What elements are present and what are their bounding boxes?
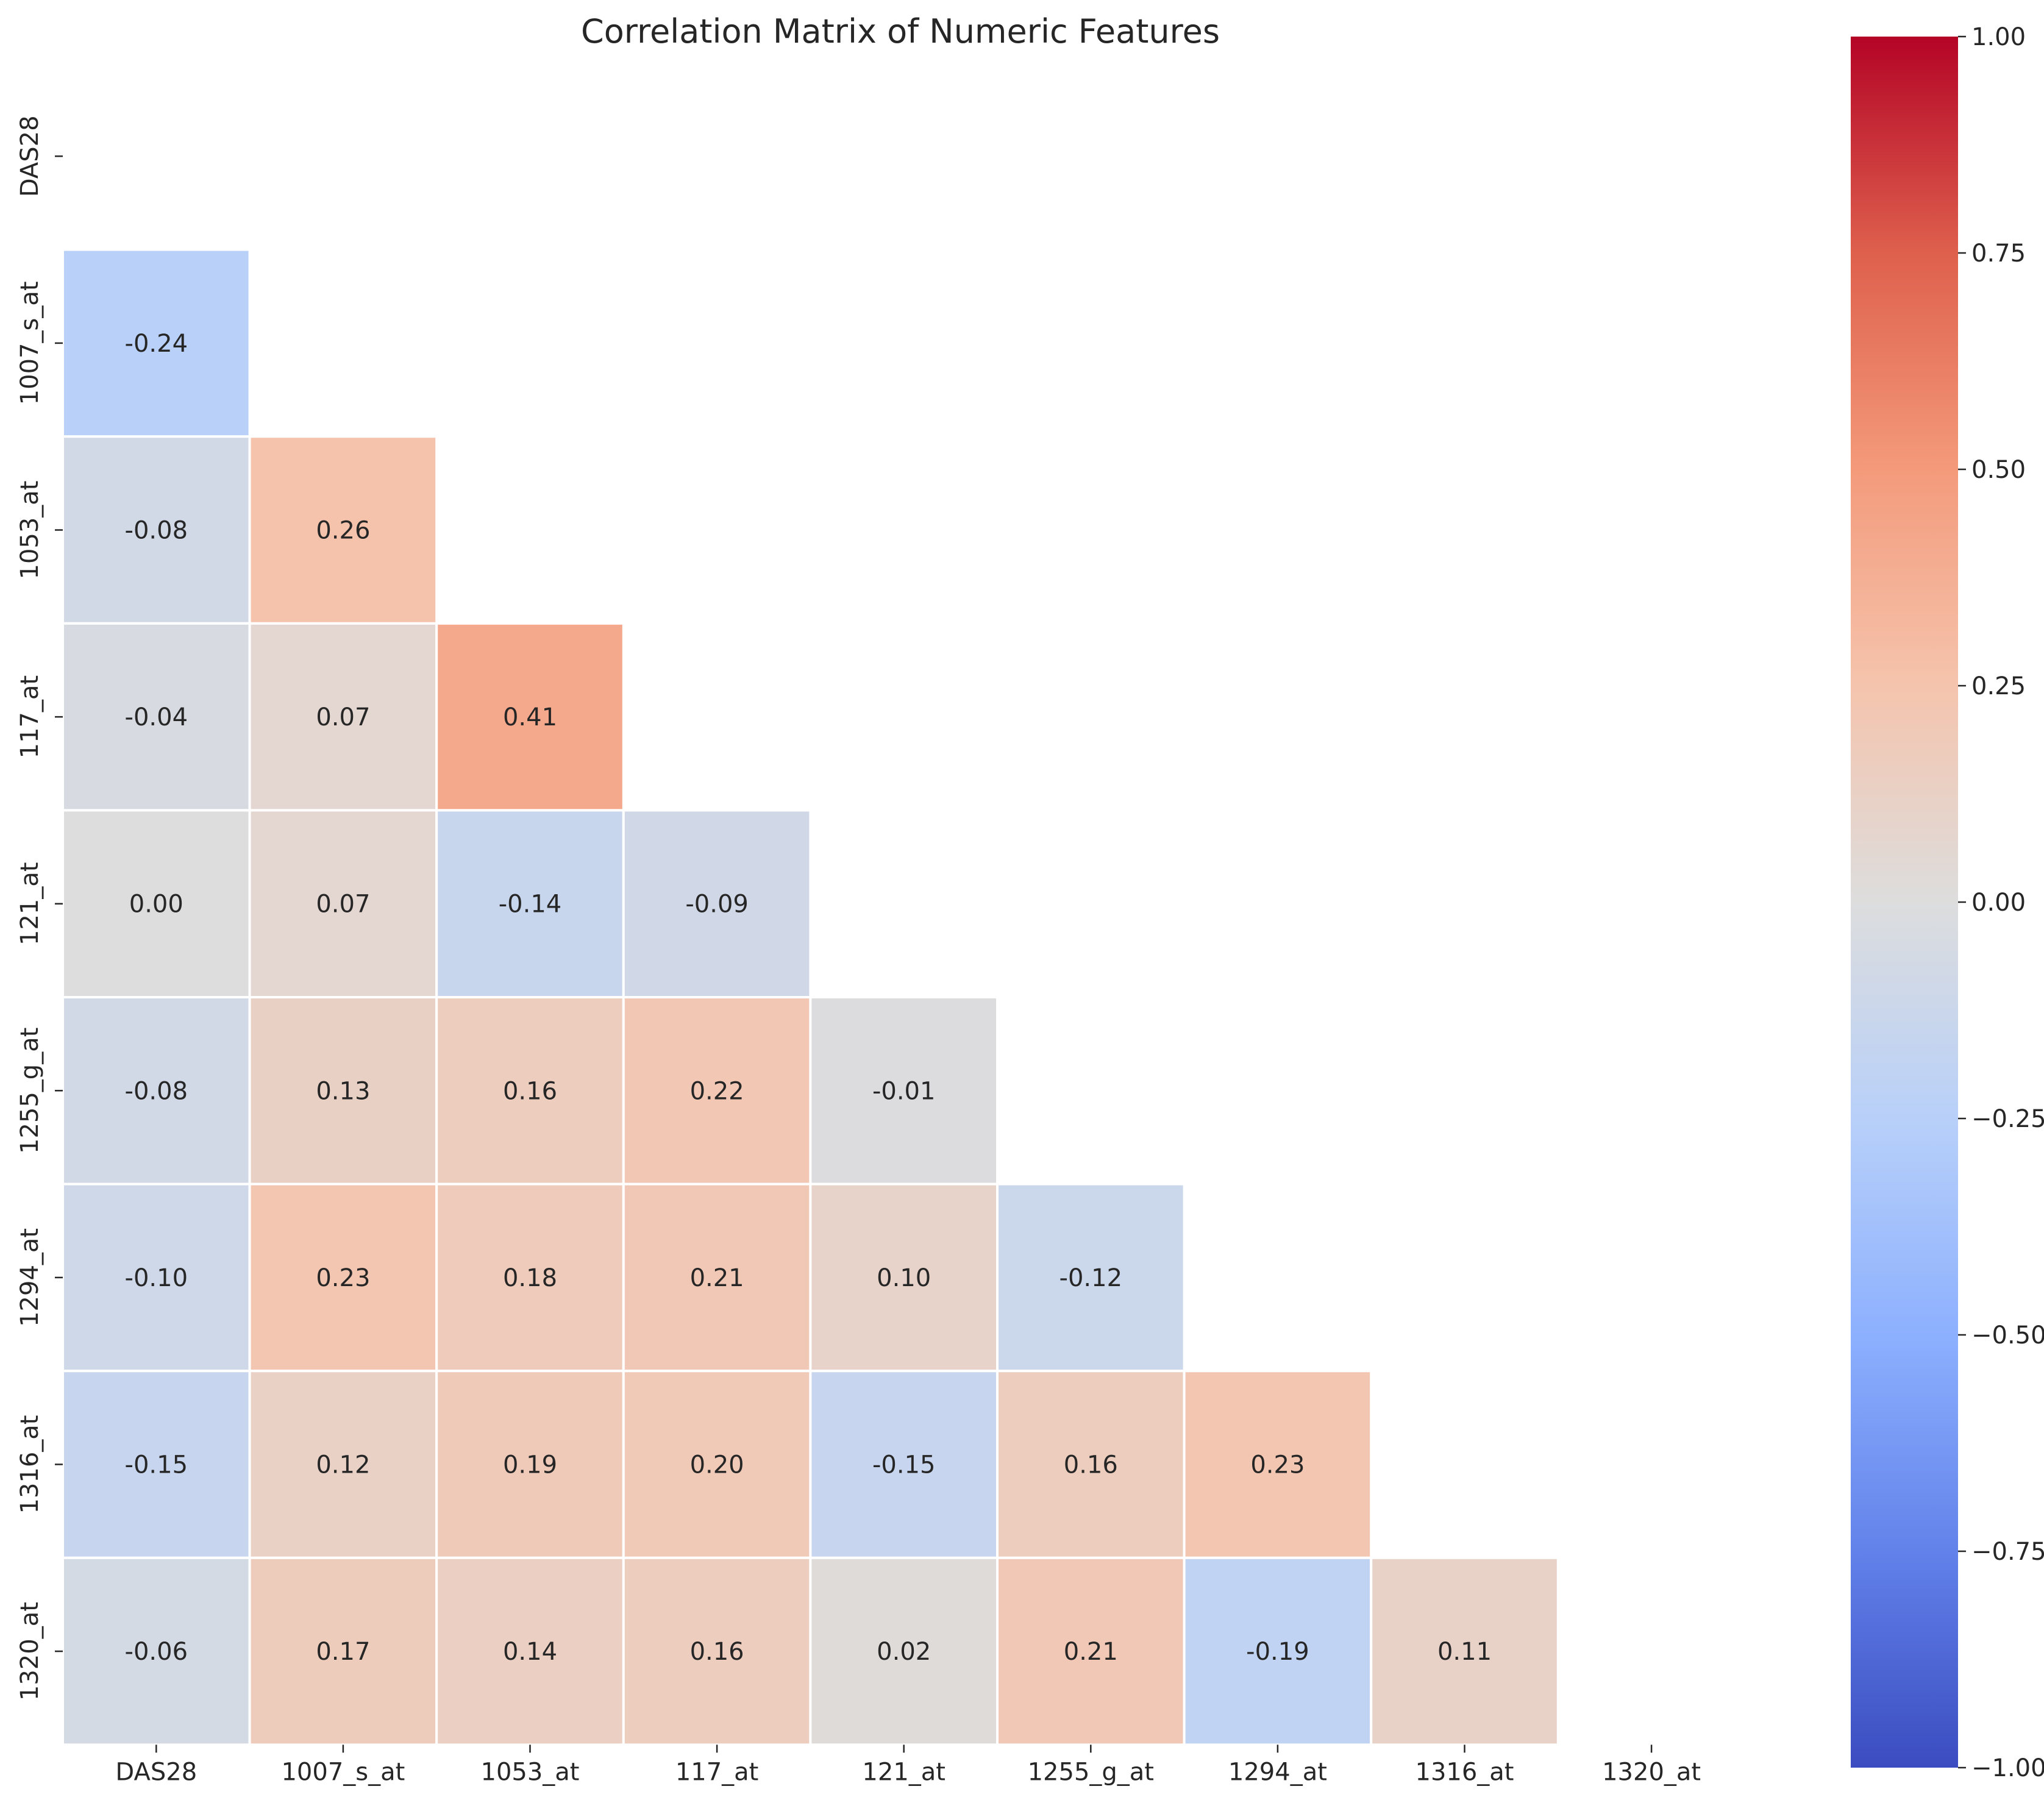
- cell-value-label: 0.16: [1064, 1451, 1118, 1479]
- cell-value-label: 0.10: [877, 1264, 931, 1292]
- heatmap-cell: [622, 1370, 812, 1559]
- heatmap-cell: [1183, 1370, 1373, 1559]
- cell-value-label: 0.21: [690, 1264, 744, 1292]
- cell-value-label: -0.08: [125, 1077, 188, 1105]
- row-tick-label: 1255_g_at: [16, 1028, 44, 1154]
- column-tick-label: DAS28: [115, 1758, 197, 1786]
- cell-value-label: 0.21: [1064, 1638, 1118, 1666]
- colorbar-tick-label: 0.75: [1971, 240, 2026, 268]
- cell-value-label: -0.15: [125, 1451, 188, 1479]
- cell-value-label: 0.19: [503, 1451, 557, 1479]
- column-tick-label: 117_at: [675, 1758, 759, 1786]
- heatmap-cell: [248, 622, 438, 812]
- cell-value-label: 0.13: [316, 1077, 370, 1105]
- cell-value-label: 0.11: [1437, 1638, 1492, 1666]
- cell-value-label: 0.07: [316, 891, 370, 919]
- cell-value-label: -0.19: [1246, 1638, 1309, 1666]
- heatmap-cell: [62, 622, 251, 812]
- cell-value-label: 0.07: [316, 703, 370, 731]
- colorbar-gradient: [1851, 37, 1958, 1768]
- cell-value-label: -0.12: [1059, 1264, 1123, 1292]
- heatmap-cell: [248, 996, 438, 1186]
- column-tick-label: 1255_g_at: [1028, 1758, 1154, 1786]
- column-tick-labels: DAS28 1007_s_at 1053_at 117_at 121_at 1255_g_…: [115, 1744, 1701, 1786]
- column-tick-label: 1294_at: [1228, 1758, 1327, 1786]
- cell-value-label: 0.23: [316, 1264, 370, 1292]
- row-tick-labels: DAS28 1007_s_at 1053_at 117_at 121_at 1255_g_…: [16, 115, 63, 1701]
- cell-value-label: 0.14: [503, 1638, 557, 1666]
- row-tick-label: 117_at: [16, 675, 44, 759]
- row-tick-label: 1320_at: [16, 1602, 44, 1701]
- cell-value-label: 0.12: [316, 1451, 370, 1479]
- cell-value-label: 0.16: [503, 1077, 557, 1105]
- cell-value-label: 0.02: [877, 1638, 931, 1666]
- colorbar-tick-label: 0.00: [1971, 889, 2026, 917]
- heatmap-cell: [809, 1182, 999, 1373]
- cell-value-label: 0.23: [1250, 1451, 1305, 1479]
- colorbar-tick-label: −1.00: [1971, 1754, 2044, 1782]
- cell-value-label: -0.10: [125, 1264, 188, 1292]
- heatmap-cell: [62, 1556, 251, 1746]
- heatmap-cell: [62, 435, 251, 625]
- colorbar-tick-label: −0.50: [1971, 1321, 2044, 1350]
- cell-value-label: -0.06: [125, 1638, 188, 1666]
- cell-value-label: -0.14: [499, 891, 562, 919]
- row-tick-label: 1007_s_at: [16, 281, 44, 405]
- heatmap-cell-labels: -0.24 -0.08 0.26 -0.04 0.07 0.41 0.00 0.07 -0.14…: [125, 330, 1492, 1666]
- heatmap-cell: [435, 996, 625, 1186]
- row-tick-label: 1316_at: [16, 1415, 44, 1514]
- colorbar-tick-label: −0.25: [1971, 1105, 2044, 1133]
- column-tick-label: 1007_s_at: [281, 1758, 405, 1786]
- heatmap-cell: [996, 1370, 1186, 1559]
- row-tick-label: 1294_at: [16, 1228, 44, 1327]
- heatmap-cell: [1370, 1556, 1559, 1746]
- heatmap-cell: [62, 248, 251, 438]
- column-tick-label: 1320_at: [1602, 1758, 1701, 1786]
- colorbar-tick-label: −0.75: [1971, 1538, 2044, 1566]
- cell-value-label: -0.09: [685, 891, 749, 919]
- colorbar-tick-label: 0.50: [1971, 456, 2026, 484]
- heatmap-cell: [435, 1182, 625, 1373]
- heatmap-cell: [248, 809, 438, 999]
- cell-value-label: 0.00: [129, 891, 183, 919]
- colorbar-tick-label: 1.00: [1971, 23, 2026, 51]
- row-tick-label: DAS28: [16, 115, 44, 197]
- heatmap-cell: [248, 435, 438, 625]
- cell-value-label: 0.18: [503, 1264, 557, 1292]
- heatmap-cells: [62, 248, 1559, 1746]
- cell-value-label: 0.22: [690, 1077, 744, 1105]
- column-tick-label: 121_at: [862, 1758, 945, 1786]
- heatmap-cell: [996, 1182, 1186, 1373]
- heatmap-cell: [248, 1370, 438, 1559]
- heatmap-cell: [622, 809, 812, 999]
- heatmap-cell: [622, 996, 812, 1186]
- heatmap-cell: [809, 996, 999, 1186]
- cell-value-label: -0.15: [872, 1451, 936, 1479]
- cell-value-label: 0.16: [690, 1638, 744, 1666]
- heatmap-cell: [435, 1556, 625, 1746]
- column-tick-label: 1053_at: [481, 1758, 580, 1786]
- row-tick-label: 1053_at: [16, 481, 44, 580]
- heatmap-cell: [248, 1182, 438, 1373]
- cell-value-label: 0.17: [316, 1638, 370, 1666]
- colorbar-tick-label: 0.25: [1971, 672, 2026, 700]
- cell-value-label: -0.24: [125, 330, 188, 358]
- cell-value-label: 0.20: [690, 1451, 744, 1479]
- heatmap-cell: [435, 622, 625, 812]
- cell-value-label: -0.08: [125, 517, 188, 545]
- cell-value-label: 0.26: [316, 517, 370, 545]
- row-tick-label: 121_at: [16, 862, 44, 945]
- chart-title: Correlation Matrix of Numeric Features: [581, 12, 1220, 51]
- heatmap-cell: [62, 1370, 251, 1559]
- cell-value-label: 0.41: [503, 703, 557, 731]
- heatmap-cell: [1183, 1556, 1373, 1746]
- cell-value-label: -0.04: [125, 703, 188, 731]
- heatmap-cell: [622, 1182, 812, 1373]
- column-tick-label: 1316_at: [1415, 1758, 1514, 1786]
- colorbar: 1.00 0.75 0.50 0.25 0.00 −0.25 −0.50 −0.75 −1.00: [1851, 23, 2044, 1782]
- cell-value-label: -0.01: [872, 1077, 936, 1105]
